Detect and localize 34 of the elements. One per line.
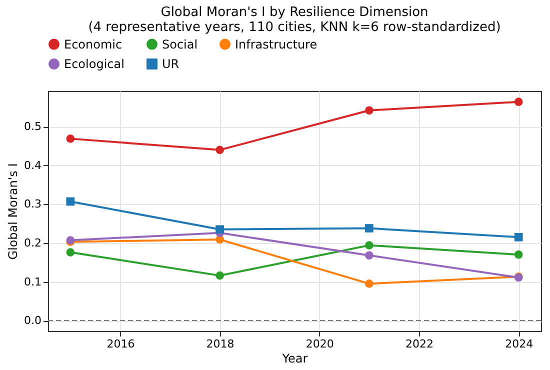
- point: [365, 280, 374, 288]
- legend-label: Ecological: [64, 57, 124, 71]
- legend-label: Social: [162, 37, 198, 52]
- legend-label: Infrastructure: [235, 37, 318, 52]
- x-tick-label: 2022: [405, 338, 434, 350]
- point: [216, 225, 224, 234]
- legend-label: UR: [162, 57, 180, 71]
- y-axis-title: Global Moran's I: [6, 163, 20, 260]
- point: [514, 250, 523, 259]
- y-tick-label: 0.4: [24, 158, 42, 172]
- x-tick-label: 2018: [206, 338, 234, 350]
- y-tick-label: 0.1: [24, 275, 42, 288]
- y-tick-label: 0.2: [24, 236, 42, 250]
- point: [514, 232, 523, 242]
- x-tick-label: 2024: [505, 338, 534, 350]
- legend-label: Economic: [64, 37, 122, 52]
- point: [365, 241, 374, 250]
- point: [365, 251, 374, 260]
- point: [66, 248, 75, 256]
- point: [66, 134, 75, 143]
- point: [66, 197, 75, 206]
- point: [216, 271, 224, 280]
- point: [365, 224, 374, 232]
- point: [514, 98, 523, 106]
- x-tick-label: 2020: [306, 338, 334, 350]
- x-axis-title: Year: [281, 352, 308, 366]
- y-tick-label: 0.3: [24, 198, 42, 211]
- y-tick-label: 0.0: [24, 314, 42, 328]
- point: [365, 106, 374, 115]
- chart-subtitle: (4 representative years, 110 cities, KNN k=6 row-standardized): [88, 20, 501, 35]
- point: [216, 146, 224, 154]
- chart-title: Global Moran's I by Resilience Dimension: [160, 5, 428, 20]
- x-tick-label: 2016: [106, 338, 135, 350]
- y-tick-label: 0.5: [24, 120, 42, 134]
